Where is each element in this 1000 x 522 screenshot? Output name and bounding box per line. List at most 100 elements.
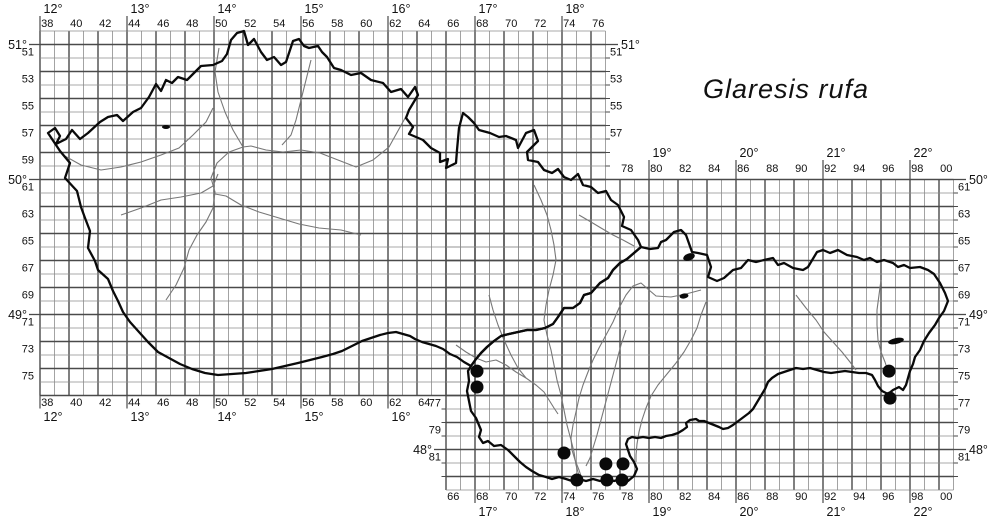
column-label-bottom-sk: 70 [505, 491, 517, 503]
column-label-bottom-cz: 50 [215, 397, 227, 409]
column-label-bottom-cz: 62 [389, 397, 401, 409]
river-svratka [488, 294, 527, 379]
longitude-label-bottom-sk: 17° [479, 505, 498, 519]
row-label-left-cz: 57 [22, 128, 34, 140]
column-label-top-cz: 74 [563, 18, 575, 30]
row-label-left-cz: 55 [22, 101, 34, 113]
czech-republic-border [46, 29, 643, 377]
river-ohre [62, 107, 214, 171]
row-label-left-cz: 63 [22, 209, 34, 221]
column-label-bottom-cz: 38 [41, 397, 53, 409]
longitude-label-top-sk: 21° [827, 146, 846, 160]
column-label-top-sk: 96 [882, 163, 894, 175]
species-title: Glaresis rufa [703, 74, 869, 104]
column-label-top-cz: 60 [360, 18, 372, 30]
occurrence-dot [600, 473, 614, 487]
liptovska-mara-reservoir [679, 293, 689, 299]
column-label-top-sk: 84 [708, 163, 720, 175]
column-label-top-cz: 38 [41, 18, 53, 30]
row-label-left-cz: 75 [22, 371, 34, 383]
row-label-left-cz: 53 [22, 74, 34, 86]
column-label-bottom-sk: 88 [766, 491, 778, 503]
longitude-label-top-cz: 16° [392, 2, 411, 16]
column-label-bottom-sk: 68 [476, 491, 488, 503]
occurrence-dot [570, 473, 584, 487]
column-label-top-cz: 66 [447, 18, 459, 30]
longitude-label-bottom-cz: 13° [131, 410, 150, 424]
row-label-left-cz: 51 [22, 47, 34, 59]
row-label-right-sk: 81 [958, 452, 970, 464]
longitude-label-top-sk: 19° [653, 146, 672, 160]
column-label-top-cz: 44 [128, 18, 140, 30]
column-label-bottom-cz: 52 [244, 397, 256, 409]
column-label-bottom-sk: 66 [447, 491, 459, 503]
longitude-label-top-cz: 12° [44, 2, 63, 16]
column-label-bottom-sk: 90 [795, 491, 807, 503]
row-label-right-sk: 73 [958, 344, 970, 356]
longitude-label-bottom-sk: 18° [566, 505, 585, 519]
column-label-top-cz: 76 [592, 18, 604, 30]
orava-reservoir [683, 253, 695, 261]
column-label-top-cz: 40 [70, 18, 82, 30]
column-label-bottom-cz: 44 [128, 397, 140, 409]
column-label-bottom-cz: 46 [157, 397, 169, 409]
occurrence-dot [883, 391, 897, 405]
country-borders-layer [46, 29, 950, 483]
longitude-label-bottom-sk: 21° [827, 505, 846, 519]
longitude-label-bottom-cz: 12° [44, 410, 63, 424]
latitude-label-right-cz: 51° [621, 38, 640, 52]
column-label-top-sk: 98 [911, 163, 923, 175]
column-label-top-cz: 56 [302, 18, 314, 30]
occurrence-dot [616, 457, 630, 471]
column-label-bottom-sk: 94 [853, 491, 865, 503]
river-hornad [795, 294, 857, 371]
nechranice-reservoir [162, 125, 170, 129]
column-label-bottom-sk: 92 [824, 491, 836, 503]
row-label-left-sk: 77 [429, 398, 441, 410]
row-label-left-sk: 81 [429, 452, 441, 464]
row-label-right-sk: 75 [958, 371, 970, 383]
column-label-top-cz: 50 [215, 18, 227, 30]
river-labe [214, 47, 410, 168]
column-label-bottom-sk: 74 [563, 491, 575, 503]
row-label-left-cz: 59 [22, 155, 34, 167]
occurrence-dot [615, 473, 629, 487]
row-label-right-sk: 67 [958, 263, 970, 275]
longitude-label-bottom-sk: 20° [740, 505, 759, 519]
column-label-top-cz: 54 [273, 18, 285, 30]
occurrence-dot [557, 446, 571, 460]
river-nitra [585, 329, 627, 467]
longitude-label-top-cz: 14° [218, 2, 237, 16]
latitude-label-left: 51° [8, 38, 27, 52]
column-label-bottom-sk: 76 [592, 491, 604, 503]
row-label-right-sk: 63 [958, 209, 970, 221]
row-label-left-cz: 69 [22, 290, 34, 302]
row-label-left-cz: 73 [22, 344, 34, 356]
row-label-right-cz: 51 [610, 47, 622, 59]
row-label-right-sk: 77 [958, 398, 970, 410]
latitude-label-right-sk: 50° [969, 173, 988, 187]
occurrence-dot [470, 364, 484, 378]
row-label-right-cz: 57 [610, 128, 622, 140]
occurrence-dots-layer [470, 364, 897, 487]
river-sazava [214, 193, 362, 236]
row-label-right-sk: 71 [958, 317, 970, 329]
longitude-label-top-sk: 22° [914, 146, 933, 160]
column-label-top-cz: 70 [505, 18, 517, 30]
river-odra [578, 214, 635, 247]
column-label-bottom-cz: 60 [360, 397, 372, 409]
river-jizera [281, 59, 312, 146]
column-label-bottom-cz: 42 [99, 397, 111, 409]
latitude-label-left: 50° [8, 173, 27, 187]
river-hron [635, 301, 707, 462]
column-label-bottom-cz: 58 [331, 397, 343, 409]
row-label-right-sk: 65 [958, 236, 970, 248]
column-label-top-sk: 82 [679, 163, 691, 175]
occurrence-dot [470, 380, 484, 394]
column-label-bottom-sk: 82 [679, 491, 691, 503]
longitude-label-bottom-cz: 14° [218, 410, 237, 424]
column-label-bottom-cz: 40 [70, 397, 82, 409]
column-label-bottom-cz: 56 [302, 397, 314, 409]
longitude-label-top-cz: 15° [305, 2, 324, 16]
